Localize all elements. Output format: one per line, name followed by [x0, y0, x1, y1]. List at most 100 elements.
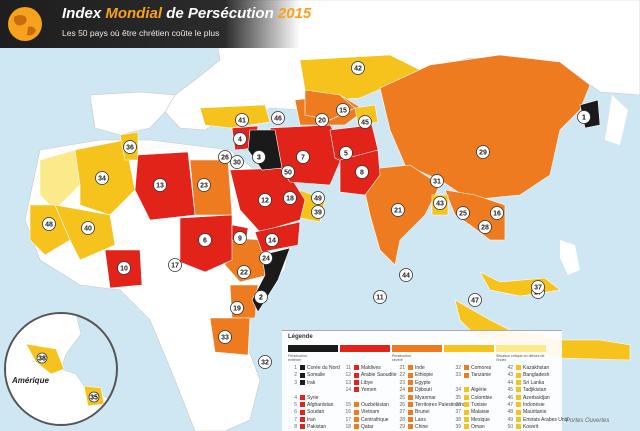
- rank-marker-label: 44: [402, 273, 410, 280]
- rank-marker-circle: [81, 221, 95, 235]
- legend-entry-swatch: [300, 416, 305, 422]
- rank-marker-label: 29: [479, 150, 487, 157]
- rank-marker-circle: [218, 150, 232, 164]
- legend-entry: 37 Malaisie: [452, 409, 492, 416]
- legend-entry-rank: 11: [345, 365, 351, 371]
- legend-entry-rank: 25: [399, 394, 405, 401]
- rank-marker-circle: [311, 205, 325, 219]
- legend-entry-rank: 34: [455, 387, 461, 394]
- legend-entry-rank: 16: [345, 409, 351, 416]
- rank-marker-circle: [358, 115, 372, 129]
- rank-marker-label: 48: [45, 222, 53, 229]
- legend-entry-swatch: [408, 372, 413, 378]
- brand-logo-text: Portes Ouvertes: [566, 418, 610, 424]
- rank-marker-circle: [168, 258, 182, 272]
- legend-entry: 6 Soudan: [288, 409, 340, 416]
- legend-entry-country: Egypte: [415, 379, 431, 386]
- legend-entry-rank: 43: [507, 372, 513, 379]
- legend-entry-swatch: [516, 387, 521, 393]
- legend-entry-rank: 14: [345, 387, 351, 394]
- legend-entry: 11 Maldives: [342, 365, 397, 372]
- legend-entry-rank: 47: [507, 401, 513, 408]
- legend-entry-rank: 8: [294, 424, 297, 431]
- rank-marker-label: 5: [344, 151, 348, 158]
- legend-entry-swatch: [354, 365, 359, 371]
- globe-icon: [8, 7, 42, 41]
- legend-entry-swatch: [408, 409, 413, 415]
- legend-caption-watch: Situation critique en dehors de l'Index: [496, 354, 545, 362]
- legend-entry: 34 Algérie: [452, 387, 492, 394]
- america-inset: 38 35: [4, 312, 118, 426]
- legend-column: 11 Maldives 12 Arabie Saoudite 13 Libye 14 Yeme…: [342, 365, 397, 431]
- legend-entry-swatch: [408, 365, 413, 371]
- rank-marker-circle: [531, 280, 545, 294]
- legend-entry-country: Malaisie: [471, 409, 490, 416]
- legend-entry: 35 Colombie: [452, 395, 492, 402]
- map-header: Index Mondial de Persécution 2015 Les 50…: [0, 0, 311, 48]
- rank-marker-circle: [198, 233, 212, 247]
- rank-marker-circle: [265, 233, 279, 247]
- legend-entry-swatch: [464, 372, 469, 378]
- legend-swatch-very-high: [340, 345, 390, 352]
- legend-entry-swatch: [354, 409, 359, 415]
- legend-entry-swatch: [516, 409, 521, 415]
- rank-marker-label: 3: [257, 155, 261, 162]
- legend-entry-country: Tanzanie: [471, 372, 492, 379]
- country-egypt: [189, 159, 233, 216]
- rank-marker-circle: [117, 261, 131, 275]
- svg-text:38: 38: [38, 356, 46, 363]
- rank-marker-circle: [399, 268, 413, 282]
- rank-markers: 1234567891011121314151617181920212223242…: [42, 61, 591, 369]
- legend-entry-country: Mexique: [471, 416, 490, 423]
- legend-entry-rank: 38: [455, 416, 461, 423]
- rank-marker-circle: [339, 146, 353, 160]
- legend-entry: [342, 395, 397, 402]
- legend-entry-swatch: [516, 365, 521, 371]
- legend-entry-country: Pakistan: [307, 424, 327, 431]
- legend-entry: 2 Somalie: [288, 372, 340, 379]
- rank-marker-circle: [197, 178, 211, 192]
- rank-marker-circle: [430, 174, 444, 188]
- legend-entry-rank: 35: [455, 394, 461, 401]
- legend-entry: 29 Chine: [396, 424, 465, 431]
- rank-marker-circle: [468, 293, 482, 307]
- rank-marker-circle: [233, 231, 247, 245]
- rank-marker-label: 39: [314, 210, 322, 217]
- legend-entry-country: Centrafrique: [361, 416, 389, 423]
- legend-entry: 33 Tanzanie: [452, 372, 492, 379]
- rank-marker-label: 18: [286, 196, 294, 203]
- legend-entry-rank: 13: [345, 379, 351, 386]
- legend-entry: 3 Irak: [288, 380, 340, 387]
- legend-column: 42 Kazakhstan 43 Bangladesh 44 Sri Lanka 45 Tad…: [504, 365, 568, 431]
- rank-marker-circle: [355, 165, 369, 179]
- legend-entry: 15 Ouzbékistan: [342, 402, 397, 409]
- legend-entry-country: Algérie: [471, 387, 487, 394]
- legend-entry-rank: 27: [399, 409, 405, 416]
- legend-entry-swatch: [354, 372, 359, 378]
- page-subtitle: Les 50 pays où être chrétien coûte le pl…: [62, 28, 220, 38]
- rank-marker-circle: [391, 203, 405, 217]
- legend-entry-country: Chine: [415, 424, 429, 431]
- legend-entry-country: Emirats Arabes Unis: [523, 416, 569, 423]
- rank-marker-circle: [478, 220, 492, 234]
- rank-marker-label: 23: [200, 183, 208, 190]
- rank-marker-circle: [230, 155, 244, 169]
- rank-marker-circle: [95, 171, 109, 185]
- legend-entry-swatch: [516, 379, 521, 385]
- rank-marker-label: 17: [171, 263, 179, 270]
- rank-marker-label: 45: [361, 120, 369, 127]
- rank-marker-label: 20: [318, 118, 326, 125]
- legend-panel: Légende Persécution extrême Persécution …: [282, 330, 568, 431]
- legend-entry-rank: 23: [399, 379, 405, 386]
- legend-entry-swatch: [300, 379, 305, 385]
- legend-entry-swatch: [354, 416, 359, 422]
- rank-marker-label: 7: [301, 155, 305, 162]
- legend-entry-swatch: [464, 416, 469, 422]
- legend-entry-swatch: [464, 387, 469, 393]
- legend-entry-country: Syrie: [307, 394, 319, 401]
- legend-entry-country: Laos: [415, 416, 426, 423]
- rank-marker-circle: [235, 113, 249, 127]
- legend-entry: 25 Myanmar: [396, 395, 465, 402]
- legend-entry-country: Soudan: [307, 409, 325, 416]
- legend-entry: 22 Ethiopie: [396, 372, 465, 379]
